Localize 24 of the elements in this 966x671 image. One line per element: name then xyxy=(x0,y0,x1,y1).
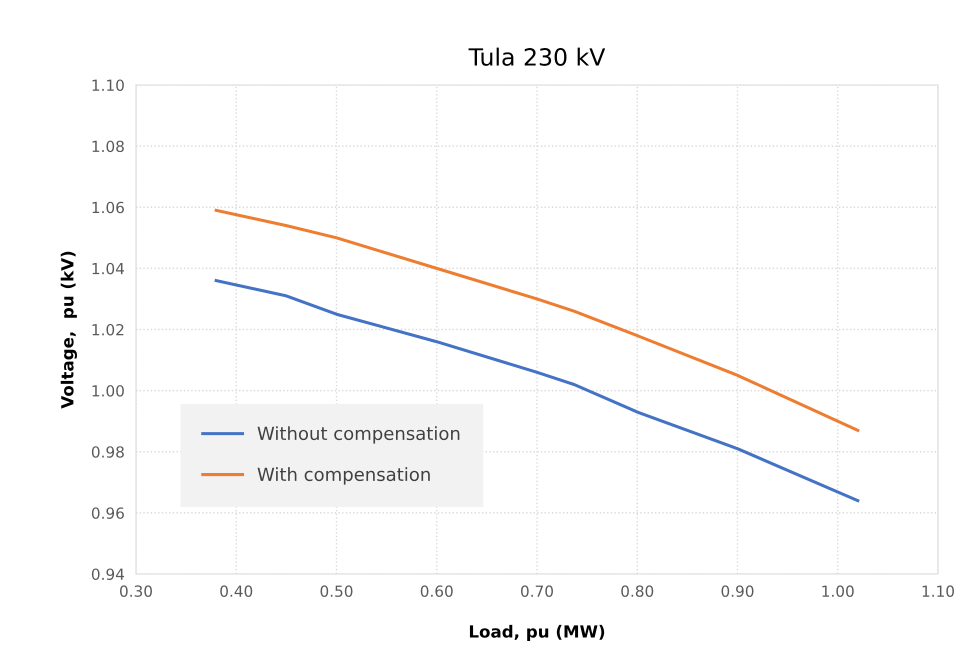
y-tick-label: 1.00 xyxy=(92,385,124,397)
y-axis-title: Voltage, pu (kV) xyxy=(60,252,77,409)
legend-label: Without compensation xyxy=(258,426,460,444)
y-tick-label: 1.08 xyxy=(92,140,124,152)
y-tick-label: 1.02 xyxy=(92,324,124,336)
chart-title: Tula 230 kV xyxy=(468,48,606,66)
legend-label: With compensation xyxy=(258,467,430,485)
y-tick-label: 0.98 xyxy=(92,446,124,458)
x-tick-label: 0.30 xyxy=(120,585,152,597)
x-tick-label: 0.90 xyxy=(722,585,754,597)
x-tick-label: 0.80 xyxy=(621,585,654,597)
y-tick-label: 1.04 xyxy=(92,262,124,274)
x-tick-label: 1.10 xyxy=(922,585,954,597)
line-series xyxy=(214,279,860,502)
x-tick-label: 0.50 xyxy=(320,585,352,597)
y-tick-label: 1.06 xyxy=(92,202,124,214)
y-tick-label: 0.94 xyxy=(92,568,124,580)
y-tick-label: 0.96 xyxy=(92,507,124,519)
x-axis-title: Load, pu (MW) xyxy=(470,624,604,642)
x-tick-label: 0.70 xyxy=(521,585,553,597)
x-tick-label: 1.00 xyxy=(822,585,854,597)
y-tick-label: 1.10 xyxy=(92,79,124,92)
x-tick-label: 0.40 xyxy=(220,585,252,597)
x-tick-label: 0.60 xyxy=(420,585,453,597)
